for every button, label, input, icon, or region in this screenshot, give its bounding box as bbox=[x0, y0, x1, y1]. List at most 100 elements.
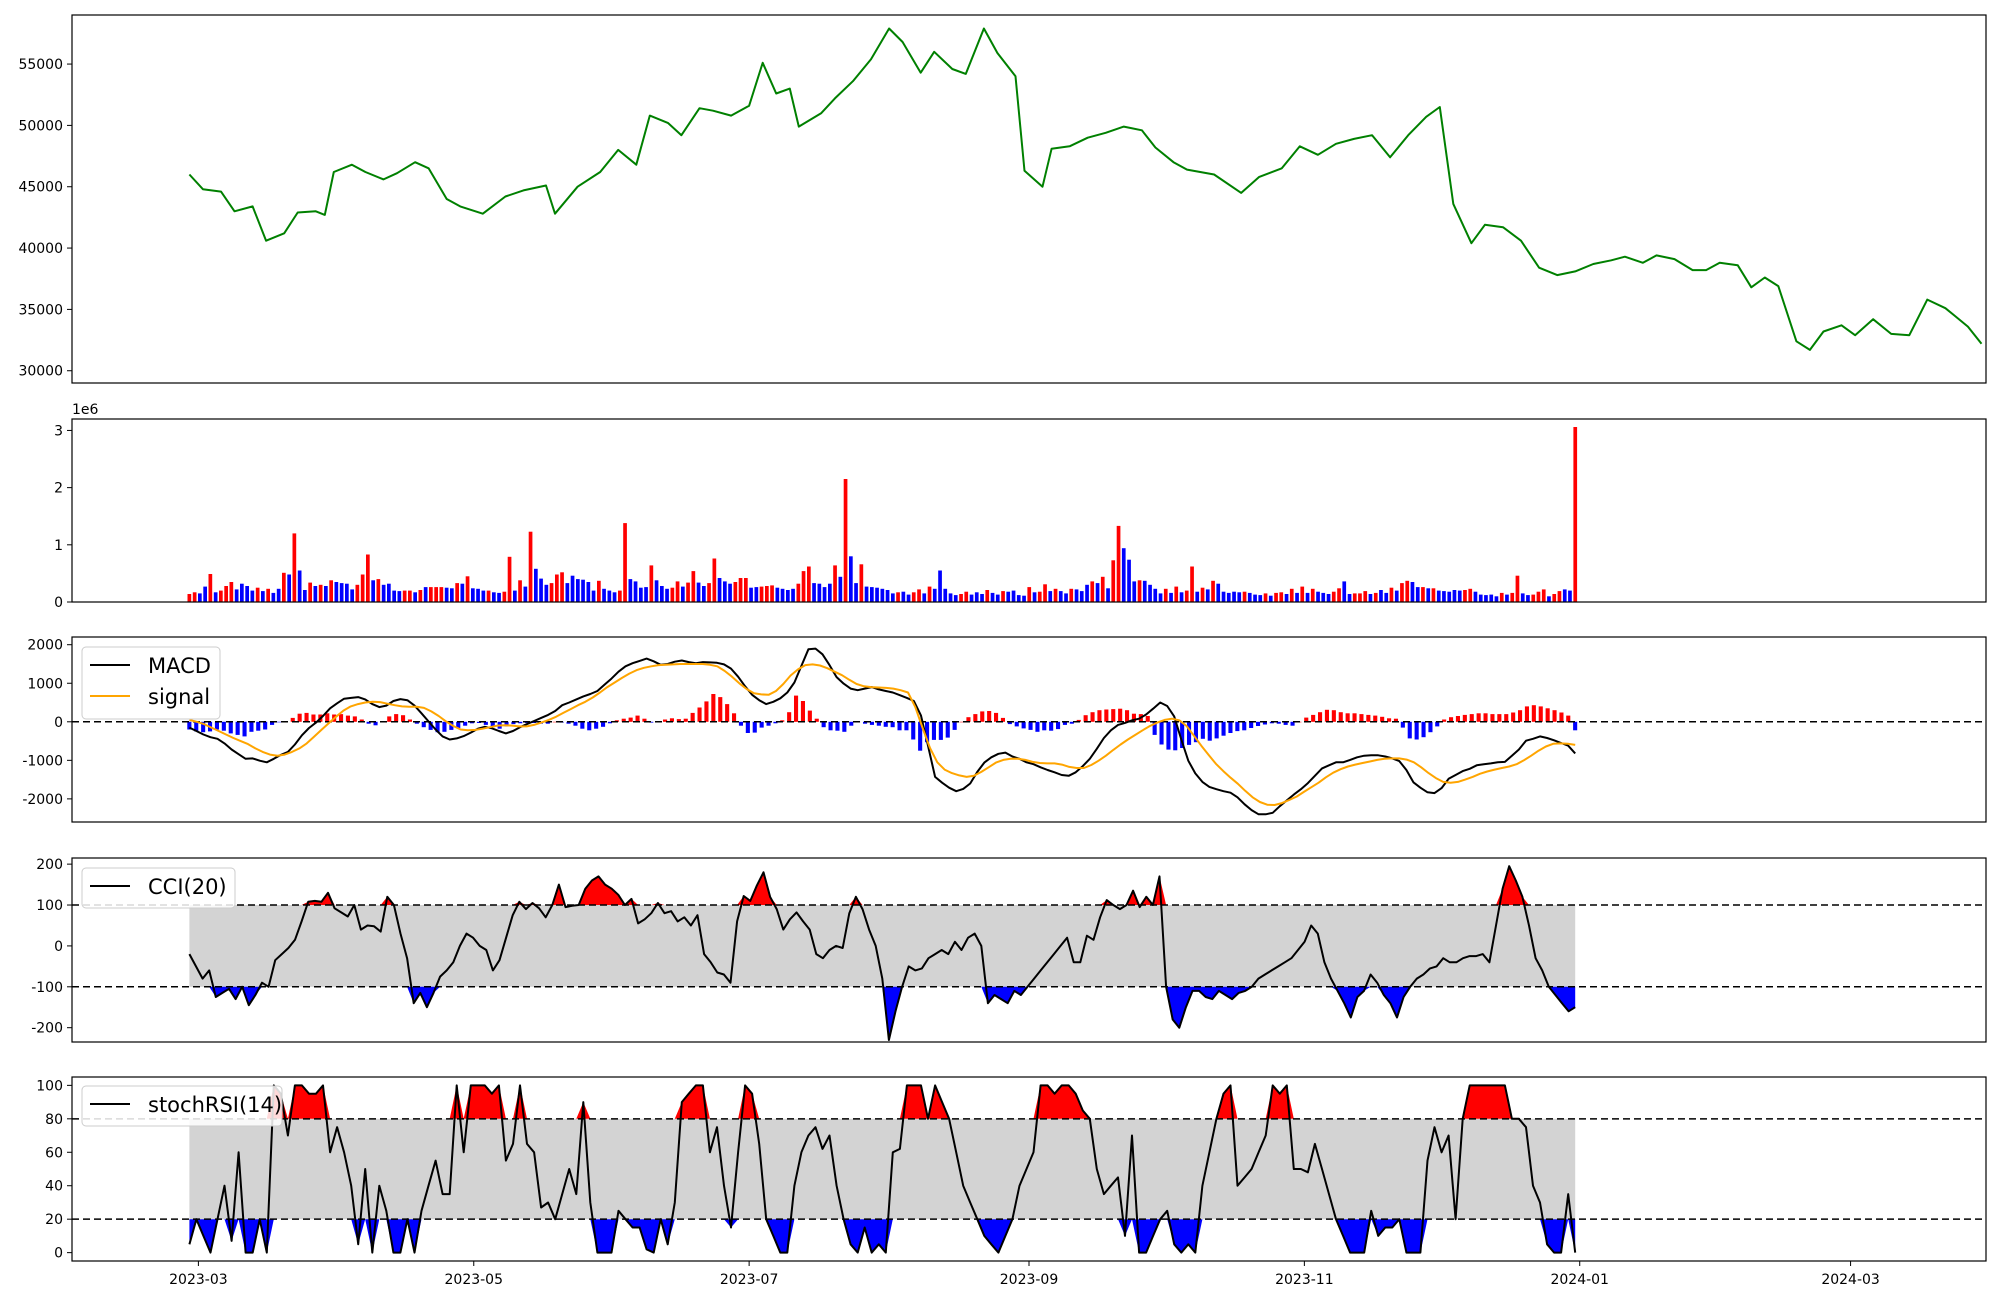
macd-histogram-bar bbox=[938, 721, 943, 740]
stochrsi-ytick-label: 0 bbox=[54, 1246, 63, 1262]
volume-bar bbox=[1295, 592, 1299, 602]
macd-histogram-bar bbox=[945, 721, 950, 738]
macd-histogram-bar bbox=[339, 714, 344, 722]
volume-bar bbox=[854, 583, 858, 602]
volume-bar bbox=[665, 588, 669, 602]
macd-histogram-bar bbox=[242, 721, 247, 737]
volume-bar bbox=[817, 583, 822, 602]
volume-bar bbox=[959, 594, 963, 602]
macd-histogram-bar bbox=[635, 715, 640, 722]
macd-histogram-bar bbox=[518, 721, 523, 724]
volume-bar bbox=[486, 590, 491, 602]
volume-bar bbox=[187, 594, 192, 602]
volume-bar bbox=[381, 584, 386, 602]
macd-histogram-bar bbox=[738, 721, 743, 726]
macd-histogram-bar bbox=[987, 711, 992, 722]
macd-histogram-bar bbox=[1518, 710, 1523, 722]
stochrsi-legend-box bbox=[81, 1085, 283, 1127]
macd-histogram-bar bbox=[794, 695, 799, 722]
macd-histogram-bar bbox=[290, 717, 295, 722]
macd-histogram-bar bbox=[1318, 712, 1323, 722]
volume-bar bbox=[843, 479, 848, 602]
macd-histogram-bar bbox=[594, 721, 599, 729]
volume-bar bbox=[1179, 592, 1184, 602]
volume-bar bbox=[990, 592, 995, 602]
volume-bar bbox=[570, 575, 575, 602]
volume-bar bbox=[1163, 588, 1168, 602]
volume-bar bbox=[245, 586, 249, 602]
volume-bar bbox=[922, 593, 927, 602]
macd-histogram-bar bbox=[725, 704, 730, 722]
volume-bar bbox=[318, 584, 323, 602]
stochrsi-ytick-label: 60 bbox=[45, 1145, 63, 1161]
macd-histogram-bar bbox=[228, 721, 233, 734]
volume-bar bbox=[1137, 580, 1142, 602]
macd-histogram-bar bbox=[1524, 706, 1529, 722]
macd-histogram-bar bbox=[1145, 716, 1150, 722]
volume-bar bbox=[1111, 560, 1116, 602]
volume-bar bbox=[376, 579, 381, 602]
volume-bar bbox=[838, 576, 843, 602]
volume-bar bbox=[1268, 595, 1273, 602]
macd-histogram-bar bbox=[925, 721, 930, 743]
macd-histogram-bar bbox=[800, 701, 805, 722]
volume-bar bbox=[1016, 595, 1021, 602]
macd-histogram-bar bbox=[1173, 721, 1178, 751]
volume-bar bbox=[565, 583, 570, 602]
volume-bar bbox=[1384, 592, 1389, 602]
macd-histogram-bar bbox=[759, 721, 764, 728]
volume-bar bbox=[786, 590, 790, 602]
volume-bar bbox=[759, 586, 764, 602]
volume-bar bbox=[1321, 592, 1326, 602]
macd-histogram-bar bbox=[235, 721, 240, 735]
volume-bar bbox=[754, 587, 759, 602]
macd-histogram-bar bbox=[1504, 714, 1509, 722]
volume-bar bbox=[1326, 594, 1331, 602]
volume-bar bbox=[555, 574, 559, 602]
macd-histogram-bar bbox=[359, 719, 364, 722]
volume-bar bbox=[1116, 525, 1121, 602]
macd-histogram-bar bbox=[732, 713, 737, 722]
volume-bar bbox=[891, 593, 895, 602]
volume-bar bbox=[418, 590, 423, 602]
volume-bar bbox=[1211, 580, 1215, 602]
macd-histogram-bar bbox=[1228, 721, 1233, 733]
macd-histogram-bar bbox=[1455, 716, 1460, 722]
volume-bar bbox=[455, 583, 459, 602]
macd-histogram-bar bbox=[1338, 712, 1343, 722]
volume-bar bbox=[1085, 584, 1089, 602]
macd-histogram-bar bbox=[1304, 717, 1309, 722]
volume-bar bbox=[1022, 595, 1026, 602]
volume-bar bbox=[1284, 594, 1289, 602]
volume-bar bbox=[198, 593, 202, 602]
macd-histogram-bar bbox=[1056, 721, 1061, 730]
macd-histogram-bar bbox=[1007, 721, 1012, 725]
volume-bar bbox=[1027, 587, 1032, 602]
volume-bar bbox=[250, 590, 255, 602]
volume-bar bbox=[1442, 591, 1446, 602]
volume-bar bbox=[460, 583, 465, 602]
volume-bar bbox=[1457, 590, 1462, 602]
volume-bar bbox=[481, 590, 486, 602]
macd-histogram-bar bbox=[1097, 710, 1102, 722]
macd-histogram-bar bbox=[890, 721, 895, 728]
volume-bar bbox=[313, 586, 318, 602]
volume-bar bbox=[796, 583, 801, 602]
volume-bar bbox=[413, 592, 417, 602]
volume-bar bbox=[1069, 588, 1074, 602]
macd-histogram-bar bbox=[1352, 713, 1357, 722]
volume-bar bbox=[586, 582, 591, 602]
volume-bar bbox=[1568, 590, 1572, 602]
x-tick-label: 2024-03 bbox=[1821, 1272, 1880, 1288]
macd-histogram-bar bbox=[1428, 721, 1433, 733]
macd-histogram-bar bbox=[263, 721, 268, 730]
volume-bar bbox=[969, 594, 974, 602]
cci-line bbox=[188, 865, 1576, 1041]
volume-bar bbox=[1127, 559, 1131, 602]
volume-bar bbox=[229, 582, 234, 602]
volume-ytick-label: 3 bbox=[54, 423, 63, 439]
volume-bar bbox=[1048, 591, 1053, 602]
volume-bar bbox=[476, 588, 480, 602]
volume-bar bbox=[345, 583, 349, 602]
volume-bar bbox=[402, 590, 407, 602]
